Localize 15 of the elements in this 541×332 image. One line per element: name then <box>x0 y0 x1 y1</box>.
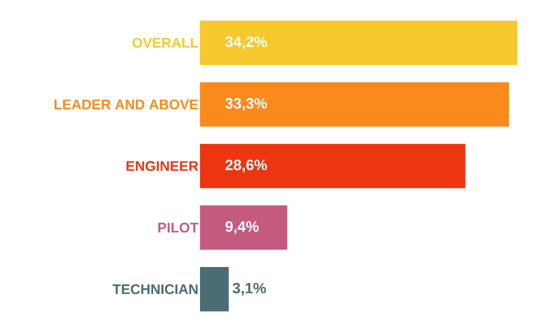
data-label: 34,2% <box>225 36 267 50</box>
data-label: 9,4% <box>225 221 259 234</box>
y-tick-label: OVERALL <box>132 38 198 48</box>
bar <box>200 144 466 188</box>
bar <box>200 267 229 312</box>
bar <box>200 20 518 65</box>
bar <box>200 205 288 250</box>
y-tick-label: PILOT <box>158 222 198 233</box>
bar <box>200 82 509 127</box>
data-label: 33,3% <box>225 98 267 111</box>
data-label: 28,6% <box>225 160 267 172</box>
y-tick-label: TECHNICIAN <box>112 284 198 294</box>
y-tick-label: ENGINEER <box>126 161 198 171</box>
data-label: 3,1% <box>232 282 266 296</box>
y-tick-label: LEADER AND ABOVE <box>54 99 198 110</box>
